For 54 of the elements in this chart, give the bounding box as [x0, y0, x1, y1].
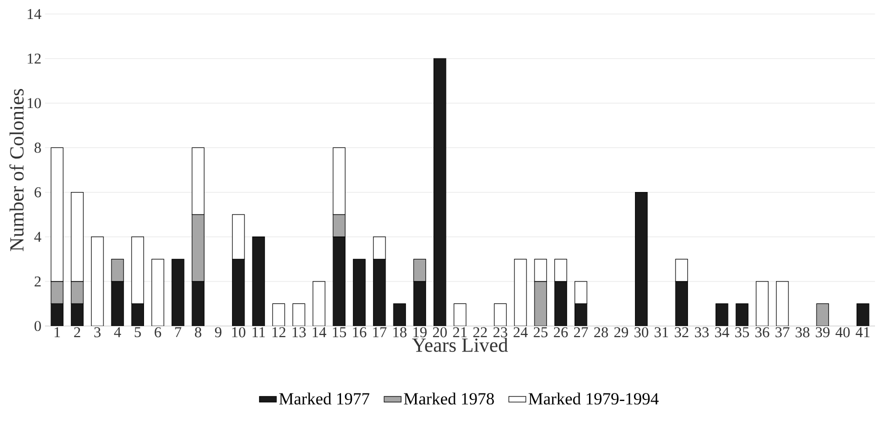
y-tick-label: 10	[28, 98, 41, 108]
x-tick-label: 38	[796, 327, 810, 338]
legend-label: Marked 1978	[404, 392, 494, 405]
x-tick-label: 34	[715, 327, 730, 338]
x-tick-label: 40	[836, 327, 850, 338]
x-tick-label: 6	[154, 327, 162, 338]
x-tick-label: 10	[232, 327, 246, 338]
x-tick-label: 17	[373, 327, 386, 338]
x-tick-label: 11	[252, 327, 265, 338]
x-tick-label: 31	[654, 327, 668, 338]
x-tick-label: 23	[493, 327, 508, 338]
x-tick-label: 13	[292, 327, 306, 338]
x-tick-label: 2	[74, 327, 80, 338]
x-tick-label: 20	[433, 327, 447, 338]
y-tick-label: 14	[28, 9, 42, 19]
legend-label: Marked 1979-1994	[528, 392, 659, 405]
legend-label: Marked 1977	[279, 392, 370, 405]
y-tick-label: 6	[34, 187, 42, 198]
x-axis-title: Years Lived	[412, 338, 508, 352]
x-tick-label: 15	[332, 327, 346, 338]
x-tick-label: 26	[554, 327, 568, 338]
x-tick-label: 30	[634, 327, 648, 338]
y-tick-label: 2	[34, 276, 41, 286]
y-tick-label: 0	[34, 320, 41, 332]
x-tick-label: 9	[214, 327, 222, 338]
x-tick-label: 3	[94, 327, 101, 338]
x-tick-label: 21	[453, 327, 467, 338]
x-tick-label: 27	[574, 327, 588, 338]
x-tick-label: 1	[54, 327, 60, 338]
x-tick-label: 36	[755, 327, 770, 338]
x-tick-label: 35	[735, 327, 749, 338]
y-tick-label: 12	[28, 54, 41, 64]
x-tick-label: 18	[393, 327, 406, 338]
x-tick-label: 16	[353, 327, 366, 338]
x-tick-label: 41	[856, 327, 870, 338]
x-tick-label: 4	[114, 327, 122, 338]
x-tick-label: 19	[414, 327, 427, 338]
x-tick-label: 29	[614, 327, 628, 338]
x-tick-label: 5	[134, 327, 141, 338]
x-tick-label: 7	[175, 327, 182, 338]
x-tick-label: 24	[514, 327, 528, 338]
x-tick-label: 33	[694, 327, 709, 338]
x-tick-label: 37	[776, 327, 790, 338]
y-tick-label: 8	[34, 142, 41, 153]
x-tick-label: 12	[272, 327, 286, 338]
y-axis-title: Number of Colonies	[9, 89, 24, 252]
x-tick-label: 39	[816, 327, 830, 338]
y-tick-label: 4	[34, 232, 42, 242]
x-tick-label: 8	[194, 327, 202, 338]
x-tick-label: 25	[534, 327, 548, 338]
x-tick-label: 14	[312, 327, 326, 338]
x-tick-label: 22	[473, 327, 487, 338]
x-tick-label: 28	[594, 327, 608, 338]
x-tick-label: 32	[674, 327, 688, 338]
